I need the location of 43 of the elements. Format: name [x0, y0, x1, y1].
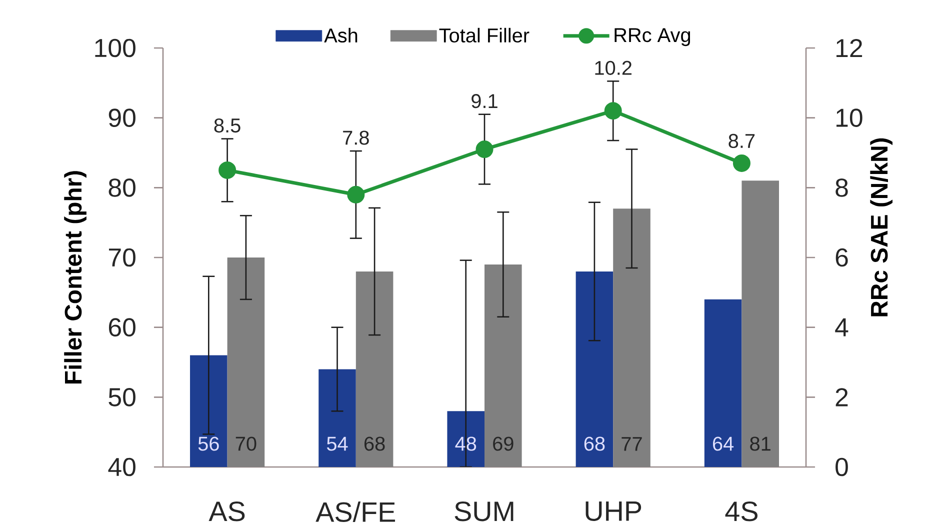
y-tick-label: 90	[108, 108, 136, 127]
data-label: 8.7	[728, 134, 755, 148]
y-tick-label: 100	[95, 38, 136, 58]
y2-tick-label: 6	[836, 248, 848, 267]
data-label: 68	[584, 436, 605, 451]
data-label: 70	[236, 436, 256, 451]
data-label: 64	[712, 436, 734, 451]
y-tick-label: 80	[108, 178, 136, 197]
data-label: 77	[622, 437, 642, 451]
legend-label: RRc Avg	[614, 28, 690, 46]
point	[476, 140, 494, 158]
legend-label: Ash	[324, 28, 358, 43]
data-label: 81	[750, 436, 770, 451]
point	[347, 186, 365, 204]
legend-label: Total Filler	[439, 28, 530, 43]
y-tick-label: 40	[108, 458, 136, 476]
point	[604, 102, 622, 120]
data-label: 54	[326, 436, 348, 451]
x-tick-label: SUM	[454, 502, 514, 522]
point	[218, 161, 236, 179]
y2-tick-label: 0	[836, 458, 848, 476]
y-tick-label: 50	[108, 388, 136, 406]
y-tick-label: 60	[108, 318, 136, 336]
y-tick-label: 70	[108, 248, 136, 267]
point	[732, 154, 750, 172]
x-tick-label: 4S	[725, 502, 758, 522]
y2-tick-label: 4	[835, 318, 848, 336]
data-label: 68	[364, 436, 385, 451]
data-label: 10.2	[595, 60, 632, 75]
data-label: 8.5	[214, 118, 240, 133]
x-tick-label: AS/FE	[316, 502, 396, 522]
data-label: 9.1	[472, 94, 498, 108]
y2-tick-label: 8	[836, 178, 848, 197]
y2-tick-label: 10	[836, 108, 862, 127]
y2-tick-label: 12	[836, 38, 862, 58]
y2-axis-title: RRc SAE (N/kN)	[870, 138, 892, 316]
x-tick-label: UHP	[586, 502, 642, 521]
data-label: 56	[198, 436, 219, 451]
x-tick-label: AS	[208, 502, 245, 522]
data-label: 69	[493, 436, 514, 451]
y2-tick-label: 2	[836, 388, 848, 406]
y-axis-title: Filler Content (phr)	[64, 171, 86, 384]
data-label: 7.8	[343, 130, 369, 145]
